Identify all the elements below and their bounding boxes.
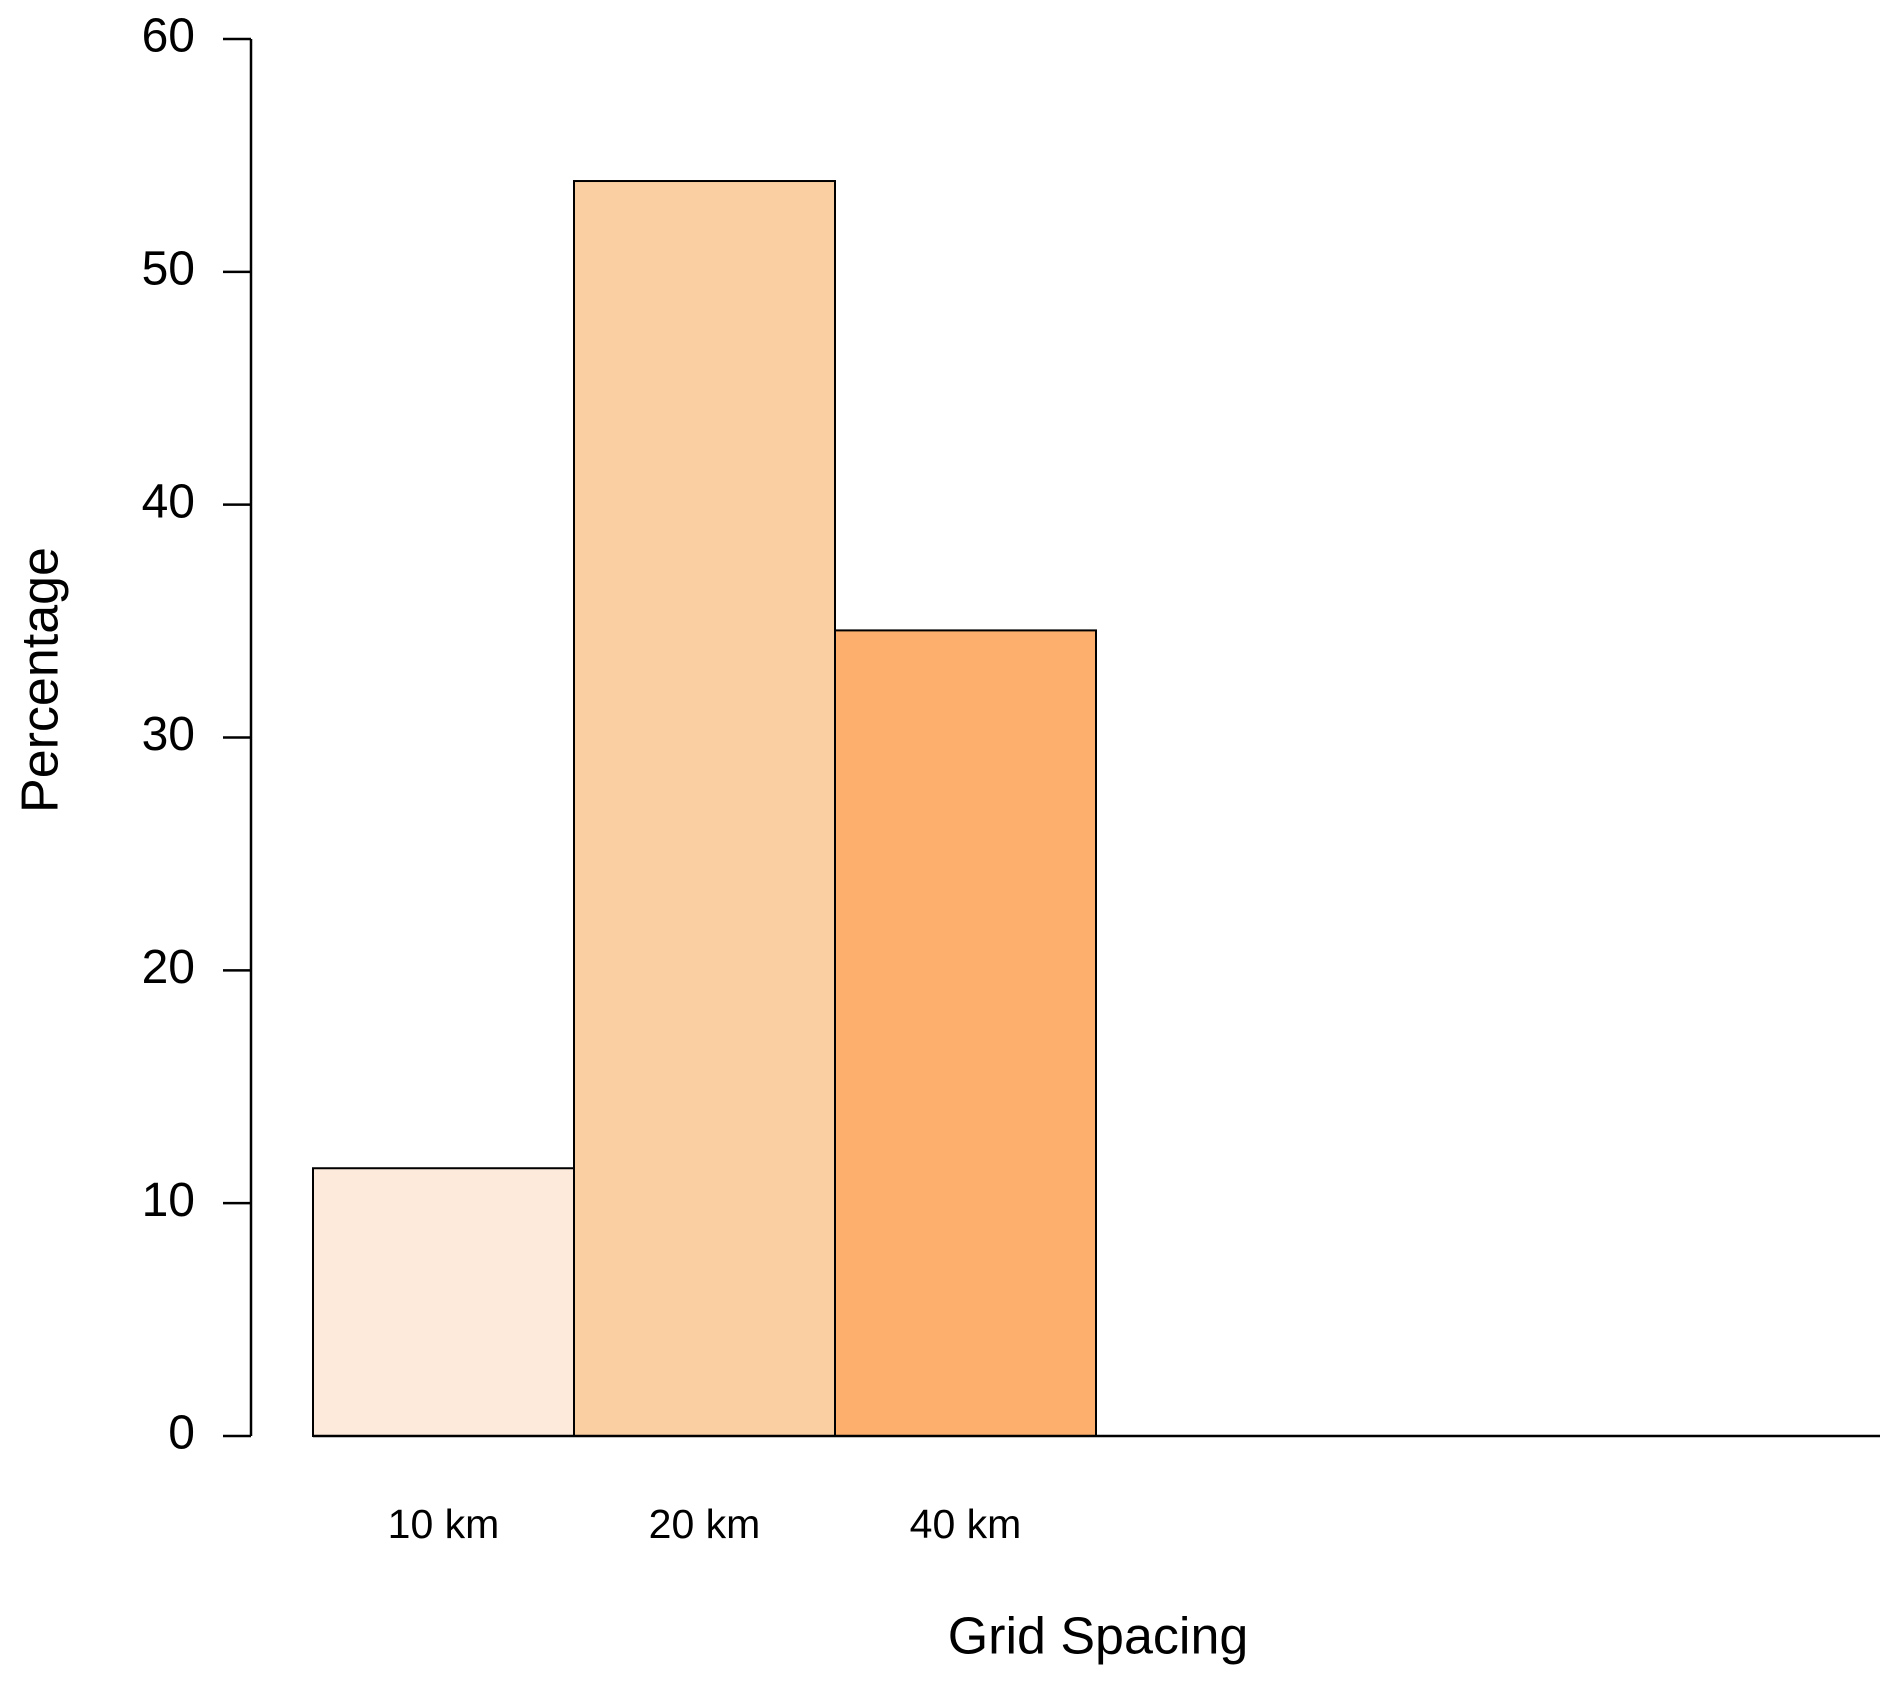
y-tick-label: 0 [168, 1407, 195, 1460]
x-axis-title: Grid Spacing [948, 1608, 1249, 1666]
y-tick-label: 40 [142, 475, 195, 528]
bar [834, 629, 1097, 1437]
y-tick-label: 50 [142, 243, 195, 296]
y-tick-label: 20 [142, 941, 195, 994]
y-tick-label: 10 [142, 1174, 195, 1227]
y-axis-title: Percentage [12, 547, 70, 813]
y-tick-label: 30 [142, 708, 195, 761]
bar [312, 1167, 575, 1438]
bar [573, 180, 836, 1438]
x-tick-label: 20 km [649, 1501, 761, 1547]
y-tick-label: 60 [142, 10, 195, 63]
x-tick-label: 10 km [388, 1501, 500, 1547]
x-tick-label: 40 km [910, 1501, 1022, 1547]
